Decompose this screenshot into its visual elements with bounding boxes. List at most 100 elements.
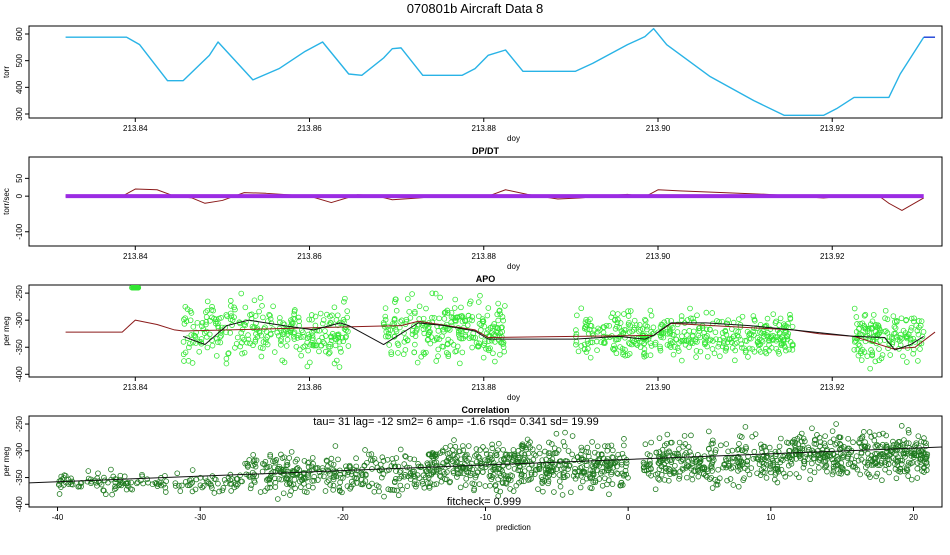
data-point [695, 468, 701, 474]
data-point [868, 434, 875, 440]
data-point [276, 476, 282, 482]
data-point [402, 453, 408, 459]
data-point [128, 479, 135, 486]
data-point [333, 473, 339, 480]
data-point [572, 475, 579, 482]
data-point [722, 327, 729, 334]
data-point [429, 319, 435, 326]
data-point [739, 344, 745, 351]
data-point [242, 460, 248, 467]
data-point [158, 482, 164, 489]
data-point [239, 350, 245, 357]
data-point [238, 478, 244, 485]
data-point [281, 321, 288, 328]
data-point [647, 307, 654, 314]
data-point [160, 481, 167, 488]
data-point [458, 304, 464, 311]
data-point [445, 336, 452, 343]
data-point [395, 492, 402, 499]
data-point [336, 487, 343, 494]
data-point [678, 313, 685, 319]
data-point [580, 468, 587, 475]
data-point [918, 318, 925, 324]
data-point [915, 433, 922, 439]
data-point [556, 472, 563, 478]
data-point [667, 471, 673, 477]
data-point [288, 449, 295, 455]
data-point [189, 360, 196, 366]
data-point [739, 461, 746, 468]
data-point [585, 345, 591, 352]
data-point [239, 339, 245, 346]
data-point [306, 468, 313, 474]
data-point [502, 303, 508, 309]
data-point [332, 335, 338, 342]
data-point [284, 462, 291, 468]
data-point [536, 444, 542, 451]
data-point [102, 491, 109, 498]
data-point [641, 467, 648, 474]
data-point [742, 349, 749, 356]
data-point [833, 463, 839, 469]
data-point [337, 479, 343, 486]
data-point [531, 451, 537, 458]
data-point [706, 445, 712, 452]
data-point [602, 443, 608, 449]
data-point [615, 316, 621, 323]
data-point [476, 481, 483, 487]
data-point [60, 482, 67, 488]
data-point [725, 448, 731, 455]
data-point [834, 461, 841, 468]
data-point [583, 316, 589, 323]
data-point [118, 482, 125, 489]
data-point [378, 474, 385, 481]
data-point [789, 323, 796, 330]
data-point [704, 333, 710, 339]
data-point [720, 464, 726, 471]
data-point [858, 444, 865, 450]
data-point [869, 349, 876, 356]
data-point [377, 461, 384, 468]
data-point [189, 467, 196, 473]
data-point [734, 339, 740, 346]
data-point [712, 447, 719, 453]
data-point [611, 345, 618, 352]
data-point [326, 349, 333, 356]
data-point [777, 330, 783, 337]
data-point [521, 456, 527, 463]
data-point [793, 471, 800, 477]
data-point [777, 315, 784, 322]
data-point [433, 468, 440, 475]
data-point [875, 322, 881, 328]
data-point [258, 332, 265, 339]
x-tick-label: 213.92 [820, 383, 845, 392]
data-point [469, 480, 476, 487]
data-point [668, 459, 675, 465]
data-point [58, 473, 65, 480]
data-point [75, 483, 82, 490]
data-point [180, 339, 187, 345]
data-point [516, 459, 523, 466]
data-point [228, 481, 235, 487]
data-point [340, 338, 346, 345]
data-point [566, 462, 573, 469]
data-point [679, 338, 686, 344]
data-point [464, 451, 470, 458]
data-point [696, 328, 703, 334]
data-point [905, 427, 912, 433]
data-layer [29, 421, 942, 502]
data-point [627, 322, 633, 329]
data-point [373, 460, 379, 466]
data-point [215, 480, 221, 487]
data-point [287, 492, 293, 498]
data-point [329, 312, 335, 319]
data-point [301, 470, 307, 477]
data-point [732, 357, 738, 364]
data-point [163, 478, 169, 485]
data-point [385, 486, 392, 493]
data-point [763, 332, 770, 338]
data-point [626, 340, 632, 346]
data-point [594, 443, 601, 450]
data-point [733, 328, 739, 334]
data-point [217, 334, 223, 340]
